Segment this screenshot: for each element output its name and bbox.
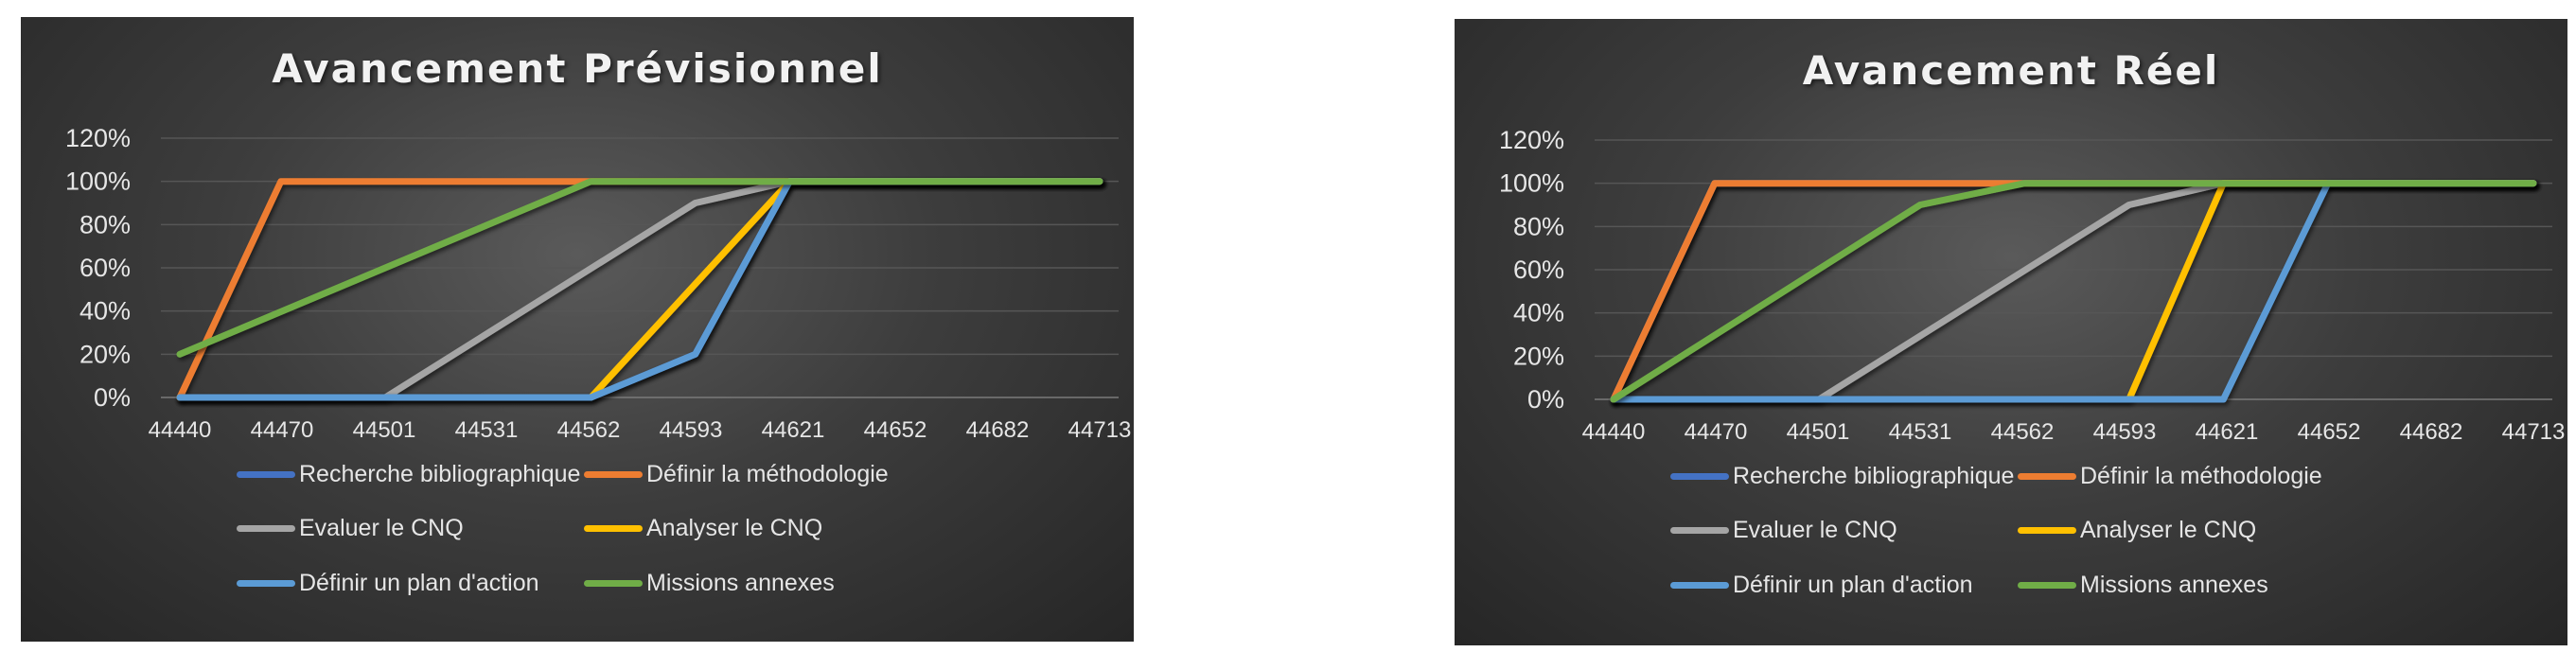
series-line-recherche-bibliographique xyxy=(1610,180,2537,403)
series-line-recherche-bibliographique xyxy=(176,178,1103,401)
x-tick-label: 44713 xyxy=(1068,417,1132,443)
x-tick-label: 44562 xyxy=(557,417,621,443)
chart-panel-reel: Avancement Réel 0% 20% 40% 60% 80% 100% 120% 44… xyxy=(1455,19,2567,645)
series-line-definir-un-plan-d-action xyxy=(1610,180,2537,403)
plot-area: 0% 20% 40% 60% 80% 100% 120% 44440 44470 44501 445… xyxy=(1499,126,2566,445)
y-tick-label: 120% xyxy=(1499,126,1564,154)
y-tick-label: 80% xyxy=(1513,212,1564,240)
y-tick-label: 100% xyxy=(65,168,131,196)
x-tick-label: 44470 xyxy=(251,417,314,443)
y-tick-label: 60% xyxy=(79,254,131,282)
x-tick-label: 44621 xyxy=(2196,419,2259,445)
chart-title: Avancement Prévisionnel xyxy=(272,45,883,92)
series-line-analyser-le-cnq xyxy=(176,178,1103,401)
x-tick-label: 44501 xyxy=(1787,419,1850,445)
x-tick-label: 44501 xyxy=(353,417,416,443)
y-tick-label: 20% xyxy=(79,340,131,368)
x-tick-label: 44682 xyxy=(2400,419,2463,445)
x-tick-label: 44652 xyxy=(864,417,927,443)
series-line-analyser-le-cnq xyxy=(1610,180,2537,403)
series-line-definir-un-plan-d-action xyxy=(176,178,1103,401)
chart-title: Avancement Réel xyxy=(1802,47,2220,94)
x-tick-label: 44440 xyxy=(1582,419,1646,445)
x-tick-label: 44682 xyxy=(966,417,1030,443)
x-tick-label: 44531 xyxy=(1889,419,1952,445)
series-line-evaluer-le-cnq xyxy=(176,178,1103,401)
x-tick-label: 44713 xyxy=(2502,419,2566,445)
x-tick-label: 44531 xyxy=(455,417,519,443)
x-tick-label: 44562 xyxy=(1991,419,2055,445)
y-tick-label: 80% xyxy=(79,210,131,238)
x-tick-label: 44440 xyxy=(149,417,212,443)
x-tick-label: 44593 xyxy=(660,417,723,443)
y-tick-label: 20% xyxy=(1513,342,1564,370)
y-tick-label: 0% xyxy=(1527,385,1564,414)
chart-panel-previsionnel: Avancement Prévisionnel 0% 20% 40% 60% 80% 10… xyxy=(21,17,1134,642)
y-tick-label: 60% xyxy=(1513,256,1564,284)
series-line-definir-la-methodologie xyxy=(176,178,1103,401)
y-tick-label: 100% xyxy=(1499,169,1564,198)
series-line-evaluer-le-cnq xyxy=(1610,180,2537,403)
series-line-definir-la-methodologie xyxy=(1610,180,2537,403)
y-tick-label: 120% xyxy=(65,124,131,152)
x-tick-label: 44652 xyxy=(2298,419,2361,445)
y-tick-label: 40% xyxy=(79,297,131,326)
plot-area: 0% 20% 40% 60% 80% 100% 120% 44440 44470 44501 445… xyxy=(65,124,1132,443)
y-tick-label: 0% xyxy=(94,383,131,412)
y-tick-label: 40% xyxy=(1513,299,1564,327)
x-tick-label: 44470 xyxy=(1685,419,1748,445)
series-line-missions-annexes xyxy=(1610,180,2537,403)
x-tick-label: 44621 xyxy=(762,417,825,443)
x-tick-label: 44593 xyxy=(2093,419,2157,445)
series-line-missions-annexes xyxy=(176,178,1103,358)
